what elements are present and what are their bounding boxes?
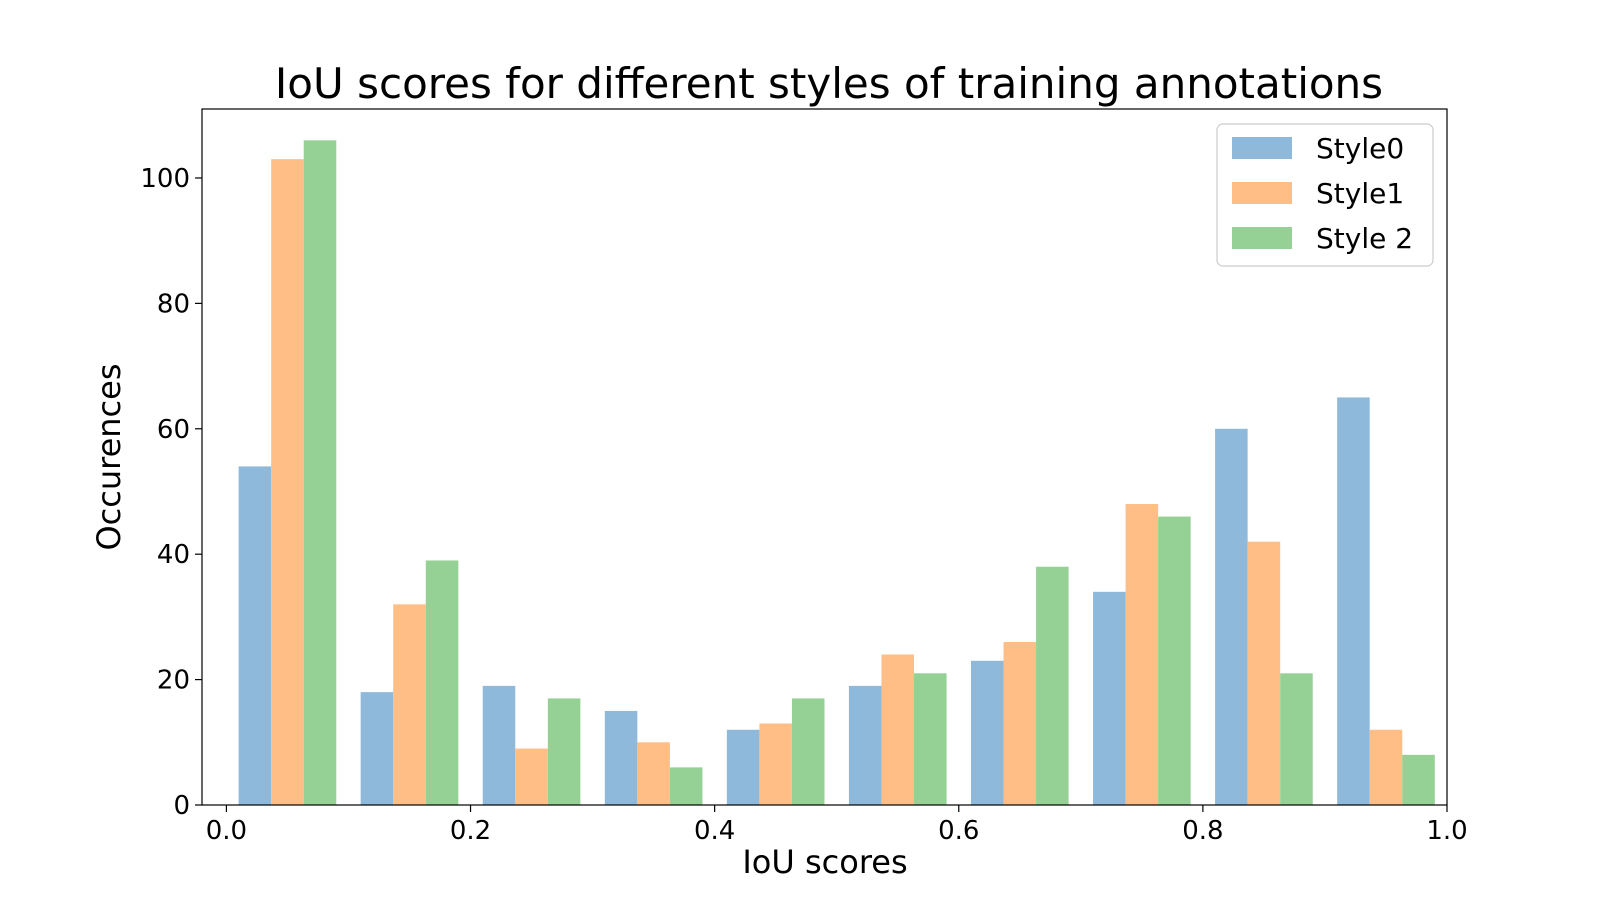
bar-style1-bin-8 [1247,541,1281,805]
bar-style2-bin-1 [425,560,459,805]
bar-style0-bin-9 [1337,397,1370,805]
bar-style2-bin-3 [669,767,703,805]
y-tick-label: 40 [157,540,190,570]
legend-swatch-style2 [1232,227,1292,249]
bar-style0-bin-3 [604,710,638,805]
bar-style0-bin-6 [970,660,1004,805]
y-tick-label: 60 [157,415,190,445]
bar-style1-bin-3 [637,742,670,805]
bar-style2-bin-6 [1036,566,1069,805]
bar-style1-bin-0 [271,159,304,805]
legend-swatch-style0 [1232,137,1292,159]
bars-group [238,140,1435,806]
x-axis: 0.0 0.2 0.4 0.6 0.8 1.0 [206,805,1468,846]
y-tick-label: 100 [140,164,190,194]
bar-style1-bin-1 [393,604,426,805]
bar-style2-bin-9 [1402,754,1435,805]
bar-style1-bin-4 [759,723,792,805]
x-tick-label: 0.6 [938,816,979,846]
plot-frame [201,108,1448,806]
chart-title: IoU scores for different styles of train… [275,59,1383,108]
bar-style0-bin-2 [482,685,516,805]
y-tick-label: 80 [157,289,190,319]
x-tick-label: 0.4 [694,816,735,846]
bar-style2-bin-5 [914,673,947,805]
bar-style1-bin-2 [515,748,548,805]
bar-style1-bin-7 [1125,504,1159,805]
legend-label-style0: Style0 [1316,132,1404,165]
bar-style1-bin-9 [1369,729,1403,805]
bar-style0-bin-0 [238,466,272,805]
legend: Style0 Style1 Style 2 [1216,123,1434,267]
bar-style0-bin-8 [1215,428,1248,805]
bar-style0-bin-5 [848,685,882,805]
legend-swatch-style1 [1232,182,1292,204]
bar-style1-bin-6 [1003,641,1037,805]
bar-style1-bin-5 [881,654,915,805]
x-tick-label: 0.0 [206,816,247,846]
x-tick-label: 1.0 [1426,816,1467,846]
y-tick-label: 0 [173,791,190,821]
bar-style2-bin-2 [547,698,581,805]
bar-style0-bin-7 [1093,591,1126,805]
bar-style0-bin-4 [726,729,760,805]
x-axis-title: IoU scores [742,843,907,881]
bar-style0-bin-1 [360,692,394,805]
y-axis: 0 20 40 60 80 100 [140,164,202,821]
y-axis-title: Occurences [90,363,128,550]
legend-label-style1: Style1 [1316,177,1404,210]
bar-style2-bin-0 [303,140,337,806]
bar-style2-bin-4 [791,698,825,805]
bar-style2-bin-7 [1158,516,1191,805]
x-tick-label: 0.2 [450,816,491,846]
y-tick-label: 20 [157,666,190,696]
legend-label-style2: Style 2 [1316,222,1413,255]
bar-style2-bin-8 [1280,673,1313,805]
x-tick-label: 0.8 [1182,816,1223,846]
